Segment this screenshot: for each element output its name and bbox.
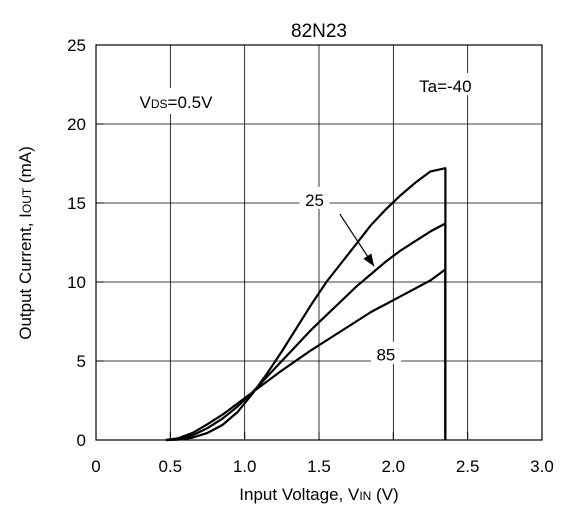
series-lines: [165, 167, 447, 442]
series-line-2: [165, 268, 447, 442]
x-tick-label: 3.0: [530, 457, 554, 476]
series-labels: Ta=-40 25 85: [305, 77, 472, 365]
y-tick-label: 5: [77, 352, 86, 371]
series-label: Ta=-40: [419, 77, 471, 96]
series-label: 85: [376, 346, 395, 365]
x-axis-label: Input Voltage, VIN (V): [239, 485, 398, 504]
y-axis-label-sub: OUT: [20, 187, 34, 213]
y-axis-label: Output Current, IOUT (mA): [16, 146, 35, 340]
x-tick-label: 1.0: [233, 457, 257, 476]
arrow-head: [363, 253, 375, 267]
y-tick-label: 10: [67, 273, 86, 292]
annotation-background: [299, 186, 330, 209]
x-tick-label: 1.5: [307, 457, 331, 476]
x-axis-label-main: Input Voltage, V: [239, 485, 360, 504]
condition-label-suffix: =0.5V: [168, 93, 214, 112]
condition-label-background: [138, 88, 216, 114]
y-axis-label-main: Output Current, I: [16, 213, 35, 340]
series-line-1: [165, 222, 447, 442]
y-axis-label-unit: (mA): [16, 146, 35, 188]
condition-label: VDS=0.5V: [140, 93, 214, 112]
annotation-background: [410, 73, 481, 96]
x-axis-label-sub: IN: [359, 489, 371, 503]
x-tick-label: 2.5: [456, 457, 480, 476]
annotation-background: [370, 341, 401, 364]
x-axis-label-unit: (V): [371, 485, 398, 504]
series-line-0: [165, 167, 447, 442]
y-tick-label: 20: [67, 115, 86, 134]
y-tick-label: 15: [67, 194, 86, 213]
y-tick-label: 0: [77, 431, 86, 450]
x-tick-label: 0: [91, 457, 100, 476]
condition-label-sub: DS: [151, 97, 168, 111]
y-tick-label: 25: [67, 36, 86, 55]
series-label: 25: [305, 191, 324, 210]
axis-ticks: [95, 44, 543, 441]
annotation-arrow: [339, 213, 375, 267]
annotation-backgrounds: [138, 73, 481, 364]
x-tick-labels: 0 0.5 1.0 1.5 2.0 2.5 3.0: [91, 457, 554, 476]
y-tick-labels: 0 5 10 15 20 25: [67, 36, 86, 450]
grid-lines: [96, 45, 542, 440]
x-tick-label: 0.5: [159, 457, 183, 476]
chart-title: 82N23: [291, 21, 347, 42]
x-tick-label: 2.0: [382, 457, 406, 476]
condition-label-prefix: V: [140, 93, 152, 112]
